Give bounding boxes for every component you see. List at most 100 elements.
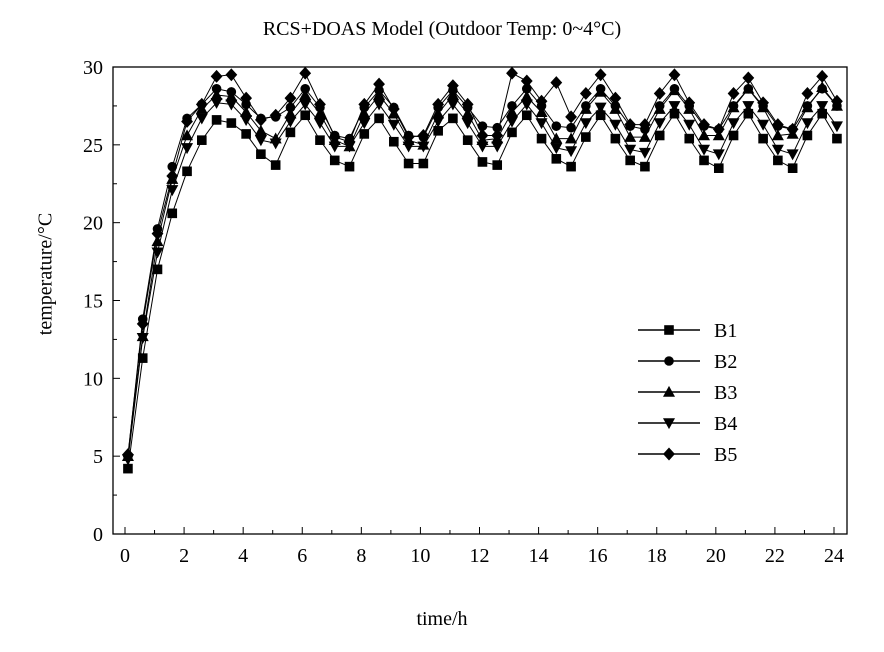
x-tick-label: 12 [470, 545, 490, 567]
data-point [329, 155, 340, 166]
data-point [507, 127, 517, 138]
legend-item-b5: B5 [638, 444, 737, 466]
data-point [742, 101, 755, 113]
x-tick-label: 14 [529, 545, 549, 567]
data-point [299, 66, 312, 80]
data-point [240, 91, 253, 105]
data-point [566, 122, 576, 133]
legend-label: B1 [714, 320, 737, 342]
data-point [668, 68, 681, 82]
data-point [624, 118, 637, 132]
data-point [506, 66, 518, 80]
data-point [284, 91, 297, 105]
data-point [284, 116, 297, 128]
data-point [787, 163, 798, 173]
y-tick-label: 10 [83, 368, 103, 390]
data-point [461, 107, 474, 119]
data-point [551, 154, 562, 164]
data-point [625, 155, 635, 166]
data-point [786, 122, 799, 136]
x-tick-label: 10 [410, 545, 430, 567]
data-point [594, 102, 607, 114]
data-point [389, 136, 399, 147]
data-point [432, 97, 445, 111]
data-point [520, 99, 533, 111]
data-point [698, 129, 711, 141]
data-point [315, 135, 325, 145]
data-point [210, 69, 223, 83]
data-point [609, 91, 622, 105]
data-point [727, 101, 740, 113]
data-point [182, 166, 192, 177]
y-tick-label: 0 [93, 524, 103, 546]
data-point [136, 333, 149, 344]
x-tick-label: 2 [179, 545, 189, 567]
data-point [698, 144, 711, 156]
series-layer [121, 66, 843, 474]
data-point [610, 133, 621, 144]
data-point [742, 71, 755, 85]
series-b4 [121, 98, 843, 466]
data-point [816, 69, 829, 83]
data-point [640, 161, 650, 172]
data-point [373, 99, 386, 111]
data-point [771, 129, 784, 141]
data-point [581, 132, 591, 142]
data-point [639, 118, 651, 132]
x-tick-label: 24 [824, 545, 844, 567]
data-point [358, 97, 371, 111]
data-point [240, 115, 253, 127]
legend-item-b4: B4 [638, 413, 737, 435]
data-point [461, 118, 474, 130]
data-point [758, 133, 768, 144]
x-tick-label: 20 [706, 545, 726, 567]
x-tick-label: 0 [120, 545, 130, 567]
data-point [299, 99, 312, 111]
data-point [727, 87, 740, 100]
data-point [446, 88, 459, 100]
data-point [358, 107, 371, 119]
data-point [447, 79, 459, 93]
data-point [773, 155, 783, 166]
series-b1 [123, 108, 842, 474]
data-point [535, 94, 548, 108]
data-point [256, 149, 266, 159]
data-point [167, 208, 178, 219]
data-point [505, 116, 519, 128]
x-tick-label: 16 [588, 545, 608, 567]
data-point [241, 129, 251, 139]
data-point [638, 130, 651, 142]
x-axis-label: time/h [416, 608, 468, 630]
data-point [712, 122, 725, 136]
data-point [151, 227, 164, 241]
data-point [359, 129, 370, 139]
data-point [624, 144, 637, 156]
data-point [683, 96, 696, 110]
data-point [830, 121, 843, 133]
data-point [579, 118, 592, 130]
y-tick-label: 20 [83, 213, 103, 235]
data-point [300, 110, 311, 121]
data-point [801, 87, 814, 100]
data-point [801, 101, 814, 113]
data-point [210, 98, 223, 109]
legend-marker [662, 418, 676, 430]
data-point [550, 143, 563, 155]
data-point [358, 118, 371, 130]
data-point [535, 106, 548, 117]
data-point [123, 463, 133, 474]
data-point [254, 124, 267, 136]
legend-item-b2: B2 [638, 351, 737, 373]
data-point [226, 118, 237, 128]
data-point [313, 118, 326, 130]
data-point [254, 113, 267, 127]
data-point [477, 157, 488, 167]
legend-label: B4 [714, 413, 737, 435]
y-tick-label: 25 [83, 135, 103, 157]
data-point [432, 116, 445, 128]
data-point [609, 119, 622, 131]
data-point [668, 84, 681, 96]
legend-marker [662, 385, 676, 397]
data-point [344, 161, 355, 172]
